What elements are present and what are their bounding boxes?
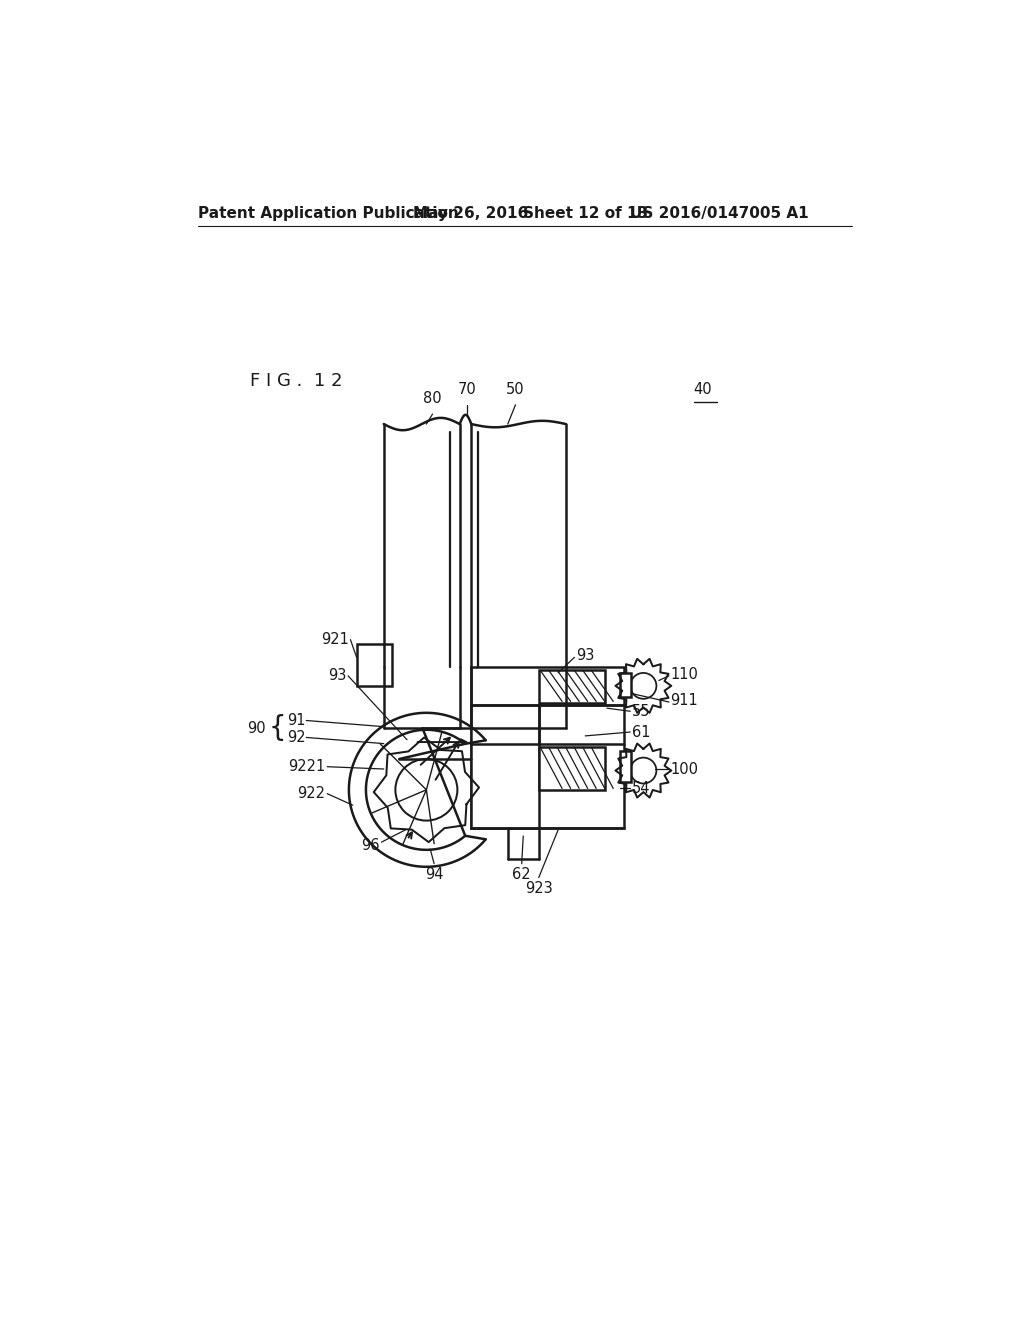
Text: F I G .  1 2: F I G . 1 2 [251,372,343,391]
Bar [471,667,624,829]
Text: 55: 55 [632,704,650,719]
Text: 54: 54 [632,780,650,796]
Text: 93: 93 [328,668,346,684]
Text: 61: 61 [632,725,650,739]
Text: {: { [268,714,286,742]
Text: 911: 911 [671,693,698,708]
Text: 92: 92 [287,730,305,744]
Text: 96: 96 [361,838,380,853]
Text: Patent Application Publication: Patent Application Publication [198,206,459,222]
Text: 80: 80 [423,391,442,407]
Text: Sheet 12 of 13: Sheet 12 of 13 [523,206,648,222]
Text: 923: 923 [525,880,553,896]
Text: 921: 921 [321,632,349,647]
Text: US 2016/0147005 A1: US 2016/0147005 A1 [630,206,809,222]
Text: 100: 100 [671,762,698,776]
Text: 922: 922 [298,787,326,801]
Bar [539,671,604,702]
Text: 110: 110 [671,667,698,682]
Bar [539,747,604,789]
Text: 90: 90 [248,721,266,735]
Text: 62: 62 [512,867,531,882]
Text: 40: 40 [693,381,713,397]
Bar [356,644,391,686]
Text: 9221: 9221 [289,759,326,775]
Text: 93: 93 [575,648,594,663]
Text: May 26, 2016: May 26, 2016 [414,206,528,222]
Bar [471,705,539,829]
Text: 94: 94 [425,867,443,882]
Bar [621,751,631,781]
Text: 70: 70 [458,381,476,397]
Text: 91: 91 [287,713,305,729]
Bar [621,673,631,697]
Text: 50: 50 [506,381,525,397]
